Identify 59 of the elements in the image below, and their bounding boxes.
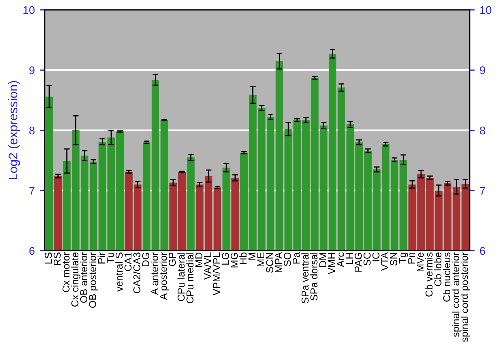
x-tick-label: LH [346,253,354,264]
x-tick-label: RS [54,252,61,266]
x-tick-label: SPa dorsal [310,253,318,301]
x-tick-label: Cx cingulate [71,252,81,307]
x-tick-label: CA1 [124,252,132,272]
y-axis-title: Log2 (expression) [8,81,20,180]
x-tick-label: ventral S [116,252,123,292]
x-tick-label: A anterior [151,252,158,296]
x-tick-label: DG [142,253,150,267]
y2-tick-label: 6 [480,247,486,256]
x-tick-label: Cb vermis [425,252,433,297]
x-tick-label: LS [45,252,52,264]
y2-tick-label: 10 [480,6,492,14]
x-tick-label: VPM/VPL [212,252,220,296]
y-tick-label: 6 [30,247,35,256]
x-tick-label: SN [390,253,398,266]
x-tick-label: LG [222,253,230,265]
x-tick-label: CA2/CA3 [133,252,141,294]
x-tick-label: MVe [417,252,424,272]
x-tick-label: Cb lobe [434,252,442,286]
x-tick-label: CPu medial [186,253,194,304]
x-tick-label: CPu lateral [178,253,185,302]
x-tick-label: SPa ventral [302,253,309,304]
x-tick-label: GP [168,252,176,266]
y2-tick-label: 7 [480,187,486,195]
x-tick-label: SCN [266,253,274,273]
y-tick-label: 7 [30,187,35,195]
x-tick-label: M [248,253,256,260]
x-tick-label: spinal cord anterior [452,252,462,338]
x-tick-label: IC [372,252,380,262]
y2-tick-label: 9 [480,66,486,74]
x-tick-label: Cx motor [62,252,70,292]
x-tick-label: Pn [408,252,416,264]
y-tick-label: 8 [30,126,35,135]
y2-tick-label: 8 [480,126,486,135]
x-tick-label: VTA [382,252,388,272]
x-tick-label: VA/VL [204,252,212,280]
x-tick-label: Pa [293,252,300,264]
x-tick-label: OB posterior [89,252,98,308]
y-tick-label: 10 [24,6,35,14]
x-tick-label: A posterior [160,252,170,300]
x-tick-label: Arc [337,252,344,268]
x-tick-label: SC [364,252,371,266]
x-tick-label: VMH [328,253,336,275]
x-tick-label: Hb [240,252,247,264]
x-tick-label: SO [284,252,292,266]
x-tick-label: OB anterior [80,252,88,303]
y-tick-label: 9 [30,66,35,74]
x-tick-label: Pir [98,252,106,264]
x-tick-label: PAG [354,253,362,272]
x-tick-label: DM [320,253,326,268]
x-tick-label: MD [196,252,203,268]
x-tick-label: MPA [275,252,282,272]
x-tick-label: Cb nucleus [443,252,451,302]
x-tick-label: Tg [399,252,408,264]
x-tick-label: Tu [107,253,114,264]
x-tick-label: ME [258,252,265,267]
x-tick-label: MG [230,253,238,268]
x-tick-label: spinal cord posterior [460,252,470,342]
